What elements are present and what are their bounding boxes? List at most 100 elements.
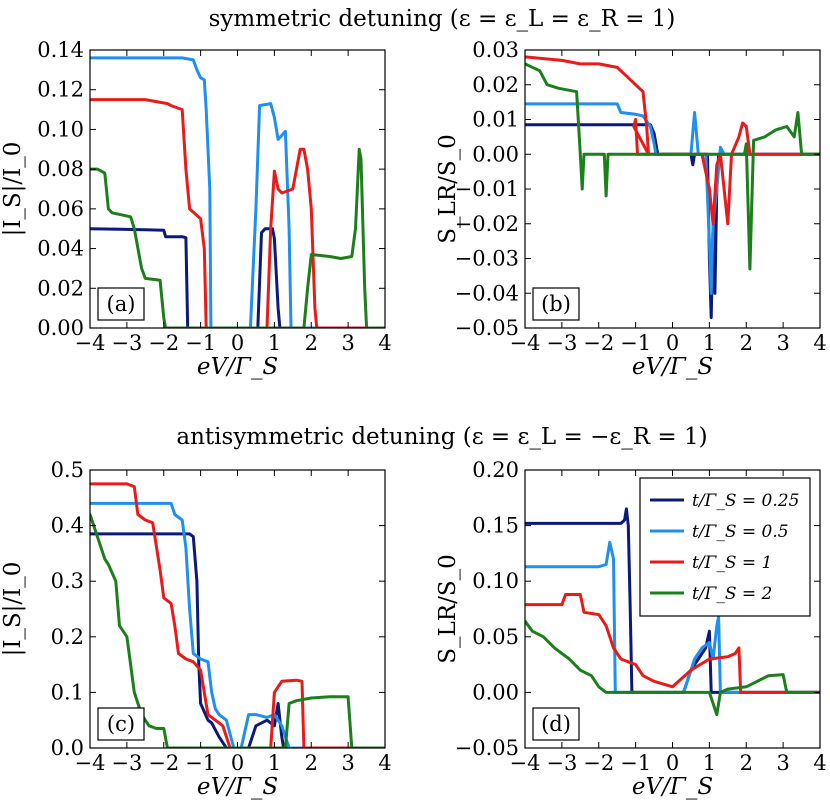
y-tick-label: 0.02 (37, 276, 84, 300)
series-line-b-1 (525, 102, 820, 295)
y-tick-label: 0.20 (472, 458, 519, 482)
panel-label: (c) (107, 712, 135, 736)
legend-label: t/Γ_S = 0.25 (692, 491, 799, 511)
y-axis-label: |I_S|/I_0 (0, 142, 26, 237)
y-tick-label: −0.05 (455, 316, 519, 340)
panel-b: −4 −3 −2 −1 0 1 2 3 4 −0.05 −0.04 −0.03 −0.02 −0.01 0.… (435, 38, 827, 380)
x-tick-label: 4 (378, 751, 391, 775)
x-tick-label: 2 (740, 331, 753, 355)
x-tick-label: 2 (305, 751, 318, 775)
x-tick-label: 3 (341, 331, 354, 355)
x-tick-label: −1 (620, 331, 651, 355)
x-tick-label: 1 (703, 331, 716, 355)
panel-a: −4 −3 −2 −1 0 1 2 3 4 0.00 0.02 0.04 0.06 0.08 0.10 0.1… (0, 38, 392, 380)
x-tick-label: 1 (703, 751, 716, 775)
x-tick-label: 3 (341, 751, 354, 775)
series-line-c-2 (90, 482, 385, 748)
x-tick-label: −4 (75, 751, 106, 775)
panel-label: (b) (541, 292, 571, 316)
panel-label-box (532, 287, 580, 321)
x-tick-label: 4 (378, 331, 391, 355)
x-tick-label: 0 (666, 751, 679, 775)
series-line-d-2 (525, 593, 820, 694)
y-tick-label: 0.10 (472, 569, 519, 593)
panel-label-box (97, 707, 145, 741)
y-axis-label: |I_S|/I_0 (0, 562, 26, 657)
y-tick-label: 0.4 (51, 514, 84, 538)
x-tick-label: 4 (813, 751, 826, 775)
legend-label: t/Γ_S = 0.5 (692, 522, 789, 542)
y-tick-label: −0.03 (455, 247, 519, 271)
y-tick-label: 0.06 (37, 197, 84, 221)
x-tick-label: 0 (666, 331, 679, 355)
x-tick-label: −3 (111, 331, 142, 355)
x-axis-label: eV/Γ_S (632, 774, 713, 800)
panel-c: −4 −3 −2 −1 0 1 2 3 4 0.0 0.1 0.2 0.3 0.4 0.5 eV/Γ_S |I_… (0, 458, 392, 800)
x-tick-label: 2 (740, 751, 753, 775)
x-tick-label: −2 (583, 331, 614, 355)
x-axis-label: eV/Γ_S (197, 354, 278, 380)
title-top: symmetric detuning (ε = ε_L = ε_R = 1) (209, 6, 676, 32)
y-tick-label: 0.10 (37, 117, 84, 141)
x-tick-label: 2 (305, 331, 318, 355)
series-line-c-3 (90, 513, 385, 748)
y-tick-label: 0.5 (51, 458, 84, 482)
series-line-a-0 (90, 227, 385, 328)
y-axis-label: S_LR/S_0 (435, 554, 461, 664)
y-tick-label: 0.03 (472, 38, 519, 62)
x-tick-label: 1 (268, 331, 281, 355)
x-tick-label: −3 (546, 331, 577, 355)
series-line-c-0 (90, 532, 385, 748)
y-tick-label: 0.01 (472, 108, 519, 132)
x-tick-label: −1 (185, 331, 216, 355)
y-tick-label: 0.05 (472, 625, 519, 649)
x-tick-label: 0 (231, 331, 244, 355)
series-line-a-3 (90, 147, 385, 328)
y-tick-label: 0.2 (51, 625, 84, 649)
x-tick-label: 4 (813, 331, 826, 355)
y-tick-label: −0.01 (455, 177, 519, 201)
x-tick-label: 3 (776, 331, 789, 355)
x-tick-label: −4 (510, 331, 541, 355)
x-axis-label: eV/Γ_S (632, 354, 713, 380)
title-bottom: antisymmetric detuning (ε = ε_L = −ε_R =… (176, 424, 707, 450)
y-tick-label: −0.04 (455, 281, 519, 305)
series-line-d-3 (525, 619, 820, 717)
y-axis-label: S_LR/S_0 (435, 134, 461, 244)
y-tick-label: 0.0 (51, 736, 84, 760)
x-tick-label: −2 (583, 751, 614, 775)
y-tick-label: 0.14 (37, 38, 84, 62)
y-tick-label: 0.04 (37, 237, 84, 261)
x-tick-label: 0 (231, 751, 244, 775)
y-tick-label: 0.02 (472, 73, 519, 97)
y-tick-label: −0.02 (455, 212, 519, 236)
y-tick-label: 0.00 (37, 316, 84, 340)
series-line-a-1 (90, 56, 385, 328)
series-line-d-1 (525, 540, 820, 694)
y-tick-label: 0.08 (37, 157, 84, 181)
panel-label-box (97, 287, 145, 321)
legend: t/Γ_S = 0.25 t/Γ_S = 0.5 t/Γ_S = 1 t/Γ_S = … (639, 477, 811, 617)
plot-frame (89, 469, 386, 749)
panel-label-box (532, 707, 580, 741)
x-tick-label: −4 (510, 751, 541, 775)
y-tick-label: 0.12 (37, 78, 84, 102)
x-tick-label: −4 (75, 331, 106, 355)
series-line-b-3 (525, 62, 820, 271)
x-tick-label: −2 (148, 751, 179, 775)
panel-label: (d) (541, 712, 571, 736)
y-tick-label: 0.15 (472, 514, 519, 538)
y-tick-label: 0.1 (51, 680, 84, 704)
x-tick-label: −3 (111, 751, 142, 775)
x-tick-label: 1 (268, 751, 281, 775)
x-axis-label: eV/Γ_S (197, 774, 278, 800)
x-tick-label: −1 (185, 751, 216, 775)
panel-d: −4 −3 −2 −1 0 1 2 3 4 −0.05 0.00 0.05 0.10 0.15 0.20 eV… (435, 458, 827, 800)
x-tick-label: −2 (148, 331, 179, 355)
x-tick-label: 3 (776, 751, 789, 775)
x-tick-label: −3 (546, 751, 577, 775)
y-tick-label: 0.00 (472, 680, 519, 704)
y-tick-label: 0.3 (51, 569, 84, 593)
panel-label: (a) (107, 292, 136, 316)
